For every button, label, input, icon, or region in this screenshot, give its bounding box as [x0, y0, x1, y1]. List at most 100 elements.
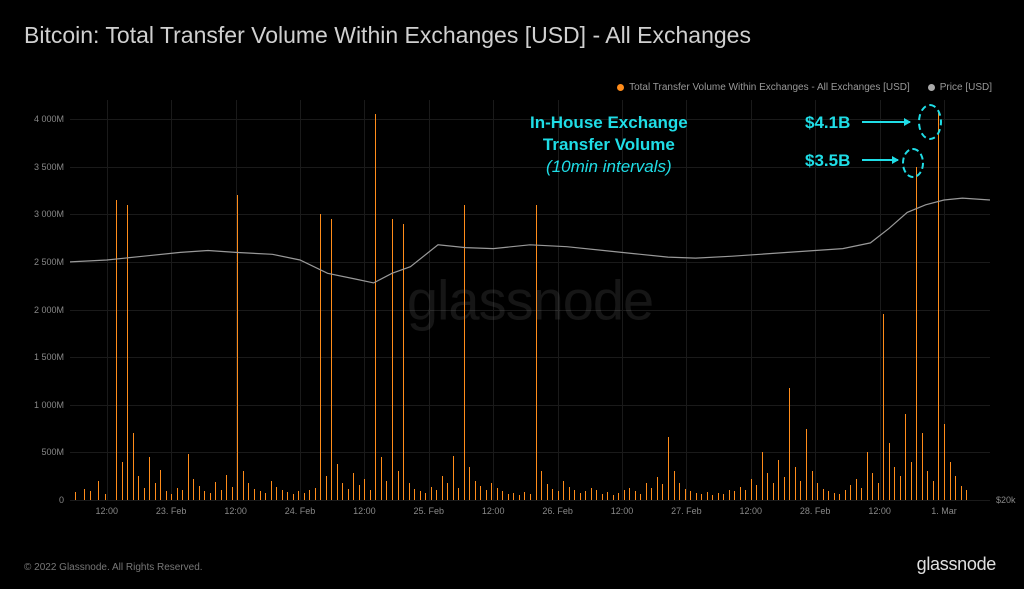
y-axis-label: 3 500M [34, 162, 64, 172]
y-axis-label: 4 000M [34, 114, 64, 124]
volume-bar [90, 491, 91, 500]
annotation-main-l2: Transfer Volume [530, 134, 688, 156]
volume-bar [745, 490, 746, 500]
volume-bar [243, 471, 244, 500]
gridline-h [70, 214, 990, 215]
gridline-v [751, 100, 752, 500]
volume-bar [629, 488, 630, 500]
volume-bar [690, 491, 691, 500]
volume-bar [812, 471, 813, 500]
y-axis-label: 1 500M [34, 352, 64, 362]
volume-bar [845, 490, 846, 500]
volume-bar [177, 488, 178, 500]
legend-item-volume: Total Transfer Volume Within Exchanges -… [617, 82, 910, 93]
right-axis-label: $20k [996, 495, 1016, 505]
volume-bar [795, 467, 796, 500]
volume-bar [646, 483, 647, 500]
volume-bar [359, 485, 360, 500]
volume-bar [453, 456, 454, 500]
volume-bar [276, 487, 277, 500]
volume-bar [828, 491, 829, 500]
volume-bar [927, 471, 928, 500]
volume-bar [116, 200, 117, 500]
annotation-main: In-House Exchange Transfer Volume (10min… [530, 112, 688, 178]
volume-bar [740, 487, 741, 500]
volume-bar [536, 205, 537, 500]
volume-bar [685, 489, 686, 500]
callout-1-ellipse [918, 104, 942, 140]
volume-bar [618, 493, 619, 500]
volume-bar [834, 493, 835, 500]
volume-bar [464, 205, 465, 500]
volume-bar [425, 493, 426, 500]
copyright: © 2022 Glassnode. All Rights Reserved. [24, 562, 203, 573]
volume-bar [254, 489, 255, 500]
volume-bar [613, 495, 614, 500]
brand-logo: glassnode [917, 554, 996, 575]
volume-bar [574, 490, 575, 500]
volume-bar [98, 481, 99, 500]
volume-bar [309, 490, 310, 500]
volume-bar [839, 494, 840, 500]
volume-bar [905, 414, 906, 500]
volume-bar [635, 491, 636, 500]
callout-1-arrow [862, 121, 910, 123]
volume-bar [723, 494, 724, 500]
volume-bar [800, 481, 801, 500]
volume-bar [469, 467, 470, 500]
volume-bar [878, 483, 879, 500]
volume-bar [248, 483, 249, 500]
volume-bar [767, 473, 768, 500]
volume-bar [364, 479, 365, 500]
volume-bar [182, 490, 183, 500]
volume-bar [662, 484, 663, 500]
volume-bar [502, 491, 503, 500]
volume-bar [287, 492, 288, 500]
annotation-main-l1: In-House Exchange [530, 112, 688, 134]
volume-bar [386, 481, 387, 500]
gridline-v [107, 100, 108, 500]
x-axis-label: 12:00 [224, 506, 247, 516]
volume-bar [409, 483, 410, 500]
legend-label-price: Price [USD] [940, 82, 992, 93]
volume-bar [734, 491, 735, 500]
volume-bar [850, 485, 851, 500]
x-axis-label: 26. Feb [542, 506, 573, 516]
volume-bar [547, 484, 548, 500]
volume-bar [668, 437, 669, 500]
volume-bar [260, 491, 261, 500]
gridline-v [236, 100, 237, 500]
x-axis-label: 24. Feb [285, 506, 316, 516]
callout-1-label: $4.1B [805, 112, 850, 134]
volume-bar [558, 491, 559, 500]
volume-bar [149, 457, 150, 500]
volume-bar [204, 491, 205, 500]
volume-bar [900, 476, 901, 500]
callout-2-label: $3.5B [805, 150, 850, 172]
volume-bar [138, 476, 139, 500]
x-axis-label: 23. Feb [156, 506, 187, 516]
x-axis-label: 12:00 [96, 506, 119, 516]
volume-bar [789, 388, 790, 500]
volume-bar [955, 476, 956, 500]
volume-bar [552, 489, 553, 500]
x-axis-label: 12:00 [353, 506, 376, 516]
volume-bar [701, 494, 702, 500]
gridline-h [70, 262, 990, 263]
gridline-h [70, 357, 990, 358]
volume-bar [585, 491, 586, 500]
volume-bar [784, 477, 785, 500]
volume-bar [966, 490, 967, 500]
volume-bar [304, 493, 305, 500]
volume-bar [232, 487, 233, 500]
volume-bar [105, 494, 106, 500]
volume-bar [524, 492, 525, 500]
volume-bar [348, 489, 349, 500]
volume-bar [856, 479, 857, 500]
volume-bar [475, 481, 476, 500]
volume-bar [342, 483, 343, 500]
volume-bar [596, 490, 597, 500]
volume-bar [127, 205, 128, 500]
volume-bar [944, 424, 945, 500]
volume-bar [823, 489, 824, 500]
